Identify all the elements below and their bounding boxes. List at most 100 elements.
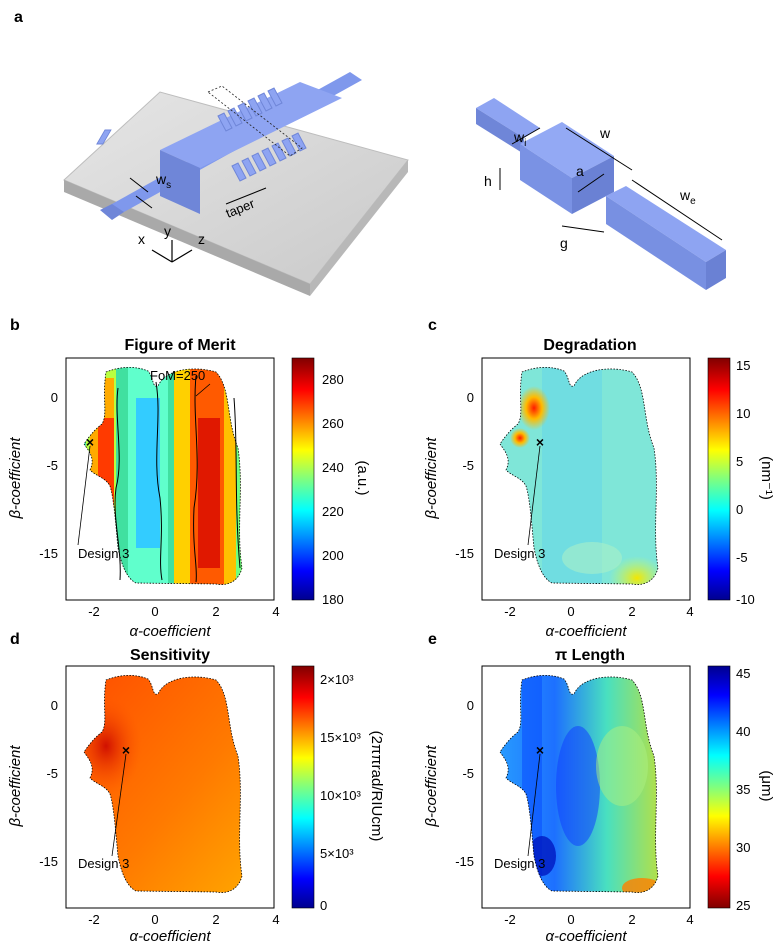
unit-cell-detail: wi w a h we g [476,98,726,290]
panel-e-cbar-tick: 45 [736,666,750,681]
panel-b-cbar-tick: 220 [322,504,344,519]
panel-c-cbar-tick: 10 [736,406,750,421]
panel-b-ytick: -15 [39,546,58,561]
panel-b-ytick: -5 [46,458,58,473]
panel-c-cbar-unit: (nm⁻¹) [758,456,775,500]
panel-d-xtick: 4 [272,912,279,927]
g-label: g [560,235,568,251]
panel-b-ytick: 0 [51,390,58,405]
panel-c-ytick: -15 [455,546,474,561]
panel-d-title: Sensitivity [130,647,210,664]
panel-c-colorbar [707,357,731,601]
panel-c-title: Degradation [543,337,636,354]
panel-b-ylabel: β-coefficient [7,437,24,520]
panel-c-design-label: Design 3 [494,546,545,561]
panel-e-ytick: -15 [455,854,474,869]
panel-d-cbar-tick: 2×10³ [320,672,354,687]
panel-b-design-label: Design 3 [78,546,129,561]
panel-b-cbar-tick: 280 [322,372,344,387]
panel-e-xlabel: α-coefficient [545,928,627,944]
panel-e-cbar-tick: 30 [736,840,750,855]
h-label: h [484,173,492,189]
panel-b-contour-label: FoM=250 [150,368,205,383]
panel-c-cbar-tick: -5 [736,550,748,565]
panel-c-cbar-tick: 15 [736,358,750,373]
panel-d-cbar-tick: 10×10³ [320,788,362,803]
device-3d-view: ws taper x y z [63,72,409,296]
panel-c-xtick: 2 [628,604,635,619]
we-label: we [679,187,696,207]
panel-b-xtick: 0 [151,604,158,619]
panel-b-cbar-tick: 180 [322,592,344,607]
panel-b-label: b [10,317,20,334]
panel-d-ytick: -5 [46,766,58,781]
axis-z-label: z [198,231,205,247]
panel-c-ylabel: β-coefficient [423,437,440,520]
panel-d-xtick: 0 [151,912,158,927]
panel-d-cbar-tick: 15×10³ [320,730,362,745]
panel-b-title: Figure of Merit [124,337,236,354]
panel-d-label: d [10,631,20,648]
panel-c-cbar-tick: -10 [736,592,755,607]
panel-c-xtick: 0 [567,604,574,619]
panel-d: d Sensitivity × Design 3 0 -5 -15 -2 0 2… [7,631,385,944]
panel-e-colorbar [707,665,731,909]
a-label: a [576,163,584,179]
axis-y-label: y [164,223,171,239]
panel-e-label: e [428,631,437,648]
panel-b-xtick: 4 [272,604,279,619]
axis-x-label: x [138,231,145,247]
panel-b-cbar-tick: 260 [322,416,344,431]
panel-d-cbar-tick: 0 [320,898,327,913]
panel-e-cbar-tick: 40 [736,724,750,739]
panel-d-design-marker: × [122,742,130,758]
wi-label: wi [513,129,526,149]
panel-c-xtick: 4 [686,604,693,619]
panel-b-cbar-unit: (a.u.) [354,460,371,495]
panel-c-xlabel: α-coefficient [545,623,627,640]
panel-c-label: c [428,317,437,334]
panel-a-label: a [14,9,23,26]
panel-b-colorbar [291,357,315,601]
panel-d-cbar-unit: (2ππrad/RIUcm) [368,731,385,842]
panel-e-design-marker: × [536,742,544,758]
panel-c: c Degradation × Design 3 0 -5 -15 -2 0 2… [423,317,775,640]
panel-b-xtick: 2 [212,604,219,619]
panel-b-design-marker: × [86,434,94,450]
panel-c-cbar-tick: 5 [736,454,743,469]
panel-e-ylabel: β-coefficient [423,745,440,828]
panel-d-xlabel: α-coefficient [129,928,211,944]
panel-e: e π Length × Design 3 0 -5 -15 -2 0 2 4 … [423,631,775,944]
panel-e-xtick: 2 [628,912,635,927]
panel-e-cbar-tick: 25 [736,898,750,913]
ws-label: ws [155,171,171,191]
panel-b-cbar-tick: 240 [322,460,344,475]
panel-c-design-marker: × [536,434,544,450]
panel-e-cbar-tick: 35 [736,782,750,797]
panel-c-cbar-tick: 0 [736,502,743,517]
panel-b-xlabel: α-coefficient [129,623,211,640]
panel-c-ytick: -5 [462,458,474,473]
panel-e-cbar-unit: (μm) [758,770,775,801]
panel-d-xtick: 2 [212,912,219,927]
w-label: w [599,125,611,141]
panel-e-xtick: -2 [504,912,516,927]
panel-d-ytick: -15 [39,854,58,869]
panel-c-ytick: 0 [467,390,474,405]
panel-d-cbar-tick: 5×10³ [320,846,354,861]
panel-d-ytick: 0 [51,698,58,713]
panel-e-xtick: 0 [567,912,574,927]
panel-b-xtick: -2 [88,604,100,619]
panel-e-xtick: 4 [686,912,693,927]
panel-c-xtick: -2 [504,604,516,619]
panel-d-colorbar [291,665,315,909]
panel-e-ytick: -5 [462,766,474,781]
panel-e-design-label: Design 3 [494,856,545,871]
panel-b: b Figure of Merit FoM=250 [7,317,371,640]
panel-d-xtick: -2 [88,912,100,927]
panel-e-title: π Length [555,647,625,664]
panel-e-ytick: 0 [467,698,474,713]
panel-d-ylabel: β-coefficient [7,745,24,828]
panel-d-design-label: Design 3 [78,856,129,871]
